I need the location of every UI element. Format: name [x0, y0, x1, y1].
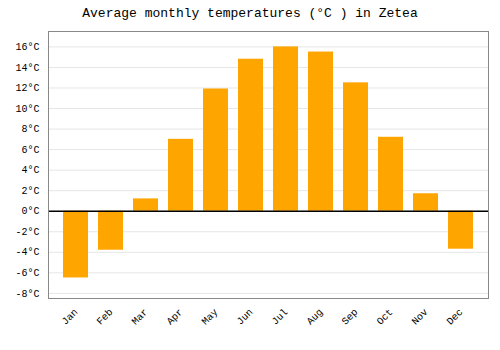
svg-text:10°C: 10°C: [15, 104, 39, 115]
svg-text:Sep: Sep: [340, 307, 361, 328]
svg-text:-2°C: -2°C: [15, 227, 39, 238]
html-text:Average monthly temperatures (: Average monthly temperatures (°C ) in Ze…: [82, 6, 418, 21]
svg-text:6°C: 6°C: [21, 145, 39, 156]
svg-text:-4°C: -4°C: [15, 247, 39, 258]
svg-text:4°C: 4°C: [21, 165, 39, 176]
svg-text:Mar: Mar: [130, 307, 151, 328]
svg-text:Jul: Jul: [270, 307, 291, 328]
svg-text:Feb: Feb: [95, 307, 116, 328]
svg-text:2°C: 2°C: [21, 186, 39, 197]
svg-text:-6°C: -6°C: [15, 268, 39, 279]
svg-text:12°C: 12°C: [15, 83, 39, 94]
svg-text:Apr: Apr: [165, 307, 186, 328]
svg-text:Jun: Jun: [235, 307, 256, 328]
svg-text:May: May: [200, 307, 221, 328]
svg-text:-8°C: -8°C: [15, 289, 39, 300]
svg-text:Aug: Aug: [305, 307, 326, 328]
svg-text:16°C: 16°C: [15, 42, 39, 53]
svg-text:0°C: 0°C: [21, 206, 39, 217]
svg-text:Dec: Dec: [445, 307, 466, 328]
svg-text:Oct: Oct: [375, 307, 396, 328]
svg-text:Nov: Nov: [410, 307, 431, 328]
svg-text:Jan: Jan: [60, 307, 81, 328]
svg-text:8°C: 8°C: [21, 124, 39, 135]
svg-text:14°C: 14°C: [15, 63, 39, 74]
